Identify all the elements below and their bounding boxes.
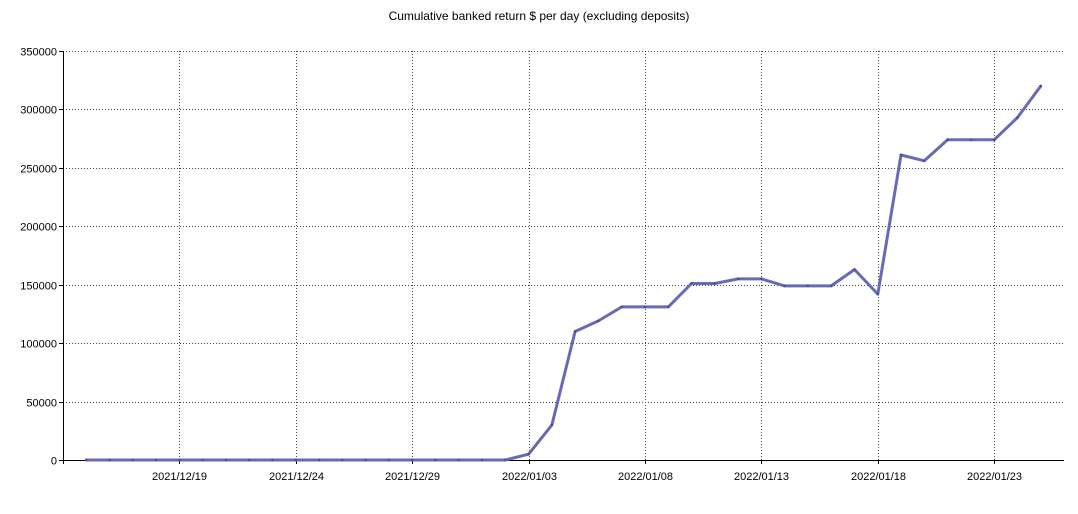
- data-point: [457, 458, 460, 462]
- data-point: [736, 277, 740, 281]
- x-tick-label: 2021/12/24: [269, 471, 324, 483]
- data-point: [527, 453, 530, 456]
- data-point: [643, 305, 647, 309]
- data-point: [504, 458, 507, 462]
- data-point: [341, 458, 344, 462]
- data-point: [597, 319, 600, 323]
- data-point: [480, 458, 484, 462]
- data-point: [85, 458, 88, 462]
- y-tick-label: 100000: [20, 339, 57, 351]
- data-point: [923, 159, 926, 162]
- data-point: [690, 282, 693, 285]
- data-point: [317, 458, 321, 462]
- data-point: [108, 458, 111, 462]
- y-tick-label: 200000: [20, 222, 57, 234]
- data-point: [899, 153, 903, 157]
- data-point: [1039, 84, 1042, 88]
- data-point: [1016, 116, 1019, 119]
- x-tick-label: 2022/01/13: [734, 471, 789, 483]
- x-tick-label: 2021/12/19: [152, 471, 207, 483]
- data-point: [783, 284, 786, 288]
- x-tick-label: 2022/01/08: [618, 471, 673, 483]
- data-point: [201, 458, 204, 462]
- data-point: [178, 458, 181, 462]
- data-point: [853, 268, 856, 271]
- data-point: [364, 458, 367, 462]
- y-tick-label: 250000: [20, 164, 57, 176]
- data-point: [550, 423, 554, 427]
- data-point: [830, 284, 833, 288]
- data-point: [387, 458, 391, 462]
- x-tick-label: 2021/12/29: [385, 471, 440, 483]
- y-tick-label: 150000: [20, 281, 57, 293]
- series-line: [84, 84, 1043, 462]
- data-point: [434, 458, 437, 462]
- data-point: [946, 138, 949, 141]
- x-tick-label: 2022/01/23: [967, 471, 1022, 483]
- data-point: [969, 138, 973, 141]
- data-point: [271, 458, 274, 462]
- data-point: [224, 458, 228, 462]
- data-point: [876, 292, 879, 296]
- data-point: [248, 458, 251, 462]
- data-point: [667, 305, 670, 309]
- y-tick-label: 300000: [20, 105, 57, 117]
- data-point: [620, 305, 623, 309]
- y-tick-label: 50000: [26, 398, 57, 410]
- data-point: [573, 330, 577, 333]
- data-point: [154, 458, 158, 462]
- data-point: [713, 282, 716, 285]
- data-point: [760, 277, 763, 281]
- data-point: [806, 284, 810, 288]
- data-point: [294, 458, 297, 462]
- y-tick-label: 0: [51, 456, 57, 468]
- data-point: [131, 458, 134, 462]
- x-tick-label: 2022/01/03: [502, 471, 557, 483]
- data-point: [411, 458, 414, 462]
- y-tick-label: 350000: [20, 47, 57, 59]
- x-tick-label: 2022/01/18: [851, 471, 906, 483]
- chart-title: Cumulative banked return $ per day (excl…: [388, 9, 690, 23]
- data-point: [993, 138, 996, 141]
